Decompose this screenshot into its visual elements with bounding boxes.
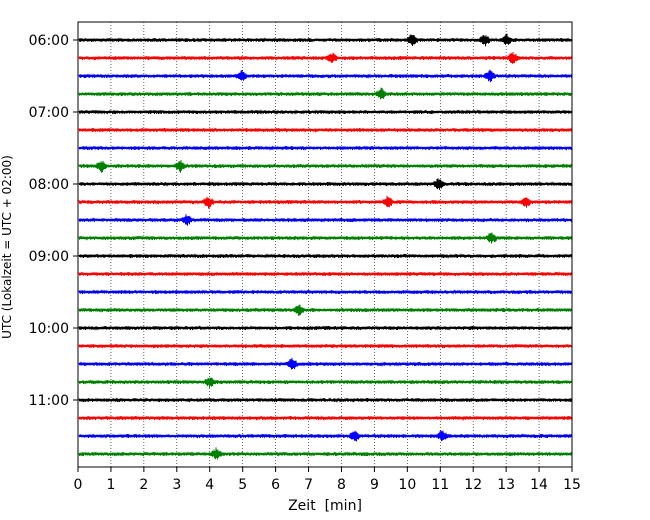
- x-tick-label: 5: [238, 477, 247, 493]
- trace-line: [78, 289, 572, 295]
- y-tick-label: 06:00: [29, 33, 69, 49]
- trace-line: [78, 214, 572, 226]
- trace-line: [78, 159, 572, 173]
- trace-line: [78, 447, 572, 460]
- trace-line: [78, 178, 572, 190]
- grid-lines: [110, 22, 540, 467]
- trace-line: [78, 33, 572, 47]
- trace-line: [78, 195, 572, 209]
- y-tick-label: 09:00: [29, 249, 69, 265]
- x-tick-label: 2: [139, 477, 148, 493]
- trace-line: [78, 430, 572, 442]
- trace-line: [78, 304, 572, 316]
- trace-line: [78, 325, 572, 331]
- x-tick-label: 1: [106, 477, 115, 493]
- x-tick-label: 14: [530, 477, 548, 493]
- trace-group: [78, 33, 572, 460]
- trace-line: [78, 253, 572, 259]
- y-axis-ticks: 06:00 07:00 08:00 09:00 10:00 11:00: [29, 33, 78, 409]
- trace-line: [78, 127, 572, 133]
- x-tick-label: 12: [464, 477, 482, 493]
- y-tick-label: 07:00: [29, 105, 69, 121]
- x-tick-label: 4: [205, 477, 214, 493]
- trace-line: [78, 51, 572, 64]
- trace-line: [78, 69, 572, 83]
- x-tick-label: 8: [337, 477, 346, 493]
- trace-line: [78, 357, 572, 370]
- trace-line: [78, 397, 572, 403]
- x-tick-label: 13: [497, 477, 515, 493]
- x-tick-label: 3: [172, 477, 181, 493]
- x-tick-label: 7: [304, 477, 313, 493]
- plot-frame: [77, 21, 573, 468]
- trace-line: [78, 377, 572, 388]
- y-axis-label: UTC (Lokalzeit = UTC + 02:00): [0, 155, 14, 339]
- trace-line: [78, 145, 572, 151]
- trace-line: [78, 415, 572, 421]
- x-tick-label: 11: [431, 477, 449, 493]
- trace-line: [78, 87, 572, 100]
- x-tick-label: 0: [74, 477, 83, 493]
- x-tick-label: 15: [563, 477, 581, 493]
- x-tick-label: 9: [370, 477, 379, 493]
- trace-line: [78, 109, 572, 115]
- x-tick-label: 10: [398, 477, 416, 493]
- trace-line: [78, 343, 572, 349]
- x-tick-label: 6: [271, 477, 280, 493]
- trace-line: [78, 232, 572, 244]
- y-tick-label: 08:00: [29, 177, 69, 193]
- trace-line: [78, 271, 572, 277]
- x-axis-label: Zeit [min]: [288, 498, 362, 514]
- y-tick-label: 11:00: [29, 393, 69, 409]
- y-tick-label: 10:00: [29, 321, 69, 337]
- x-axis-ticks: 0 1 2 3 4 5 6 7 8 9 10 11 12 13 14 15: [74, 467, 581, 493]
